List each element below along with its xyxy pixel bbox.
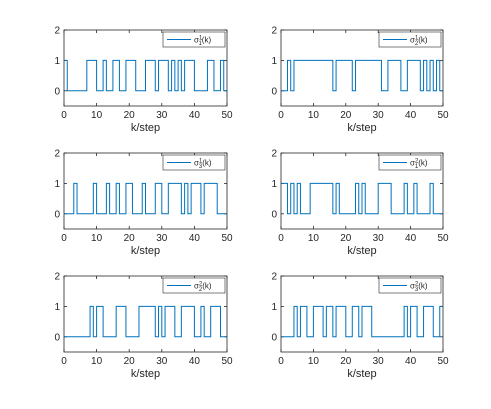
x-tick-label: 40 (405, 233, 417, 244)
x-tick-label: 50 (437, 356, 449, 367)
series-line-1 (64, 59, 227, 92)
subplot-1: 0 10 20 30 40 50 0 1 2 σ1 1(k) k/step (54, 26, 233, 135)
y-tick-label: 0 (54, 209, 60, 220)
subplot-4: 0 10 20 30 40 50 0 1 2 σ2 1(k) k/step (271, 149, 449, 258)
y-tick-label: 0 (271, 86, 277, 97)
x-tick-label: 0 (61, 356, 67, 367)
x-tick-label: 10 (308, 233, 320, 244)
x-tick-label: 40 (189, 110, 201, 121)
x-axis-label: k/step (131, 245, 160, 257)
x-tick-label: 0 (278, 110, 284, 121)
y-tick-label: 1 (271, 179, 277, 190)
x-tick-label: 50 (221, 356, 233, 367)
series-line-5 (64, 305, 227, 338)
axes-box (280, 275, 444, 353)
axes-box (63, 152, 228, 230)
x-tick-label: 50 (437, 233, 449, 244)
y-tick-label: 2 (54, 26, 60, 37)
subplot-6: 0 10 20 30 40 50 0 1 2 σ2 3(k) k/step (271, 272, 449, 381)
x-tick-label: 50 (221, 110, 233, 121)
x-tick-label: 10 (308, 356, 320, 367)
x-tick-label: 0 (278, 233, 284, 244)
legend-box (378, 154, 442, 171)
y-tick-label: 0 (271, 209, 277, 220)
legend-box (162, 154, 226, 171)
subplot-3: 0 10 20 30 40 50 0 1 2 σ1 3(k) k/step (54, 149, 233, 258)
y-tick-label: 1 (54, 56, 60, 67)
y-tick-label: 1 (54, 302, 60, 313)
y-tick-label: 2 (54, 272, 60, 283)
x-tick-label: 40 (189, 233, 201, 244)
x-tick-label: 30 (373, 356, 385, 367)
x-axis-label: k/step (347, 122, 376, 134)
subplot-2: 0 10 20 30 40 50 0 1 2 σ1 2(k) k/step (271, 26, 449, 135)
legend-label: σ1 2(k) (410, 36, 428, 48)
x-tick-label: 50 (437, 110, 449, 121)
x-tick-label: 30 (373, 110, 385, 121)
x-axis-label: k/step (347, 368, 376, 380)
x-axis-label: k/step (347, 245, 376, 257)
series-line-3 (64, 182, 227, 215)
x-tick-label: 20 (340, 110, 352, 121)
y-tick-label: 0 (54, 332, 60, 343)
x-tick-label: 10 (308, 110, 320, 121)
axes-box (280, 29, 444, 107)
x-tick-label: 10 (91, 233, 103, 244)
x-tick-label: 10 (91, 110, 103, 121)
axes-box (63, 275, 228, 353)
x-tick-label: 20 (340, 356, 352, 367)
legend-label: σ1 3(k) (194, 159, 212, 171)
legend-label: σ1 1(k) (194, 36, 211, 48)
subplot-5: 0 10 20 30 40 50 0 1 2 σ2 2(k) k/step (54, 272, 233, 381)
x-tick-label: 20 (340, 233, 352, 244)
y-tick-label: 1 (271, 56, 277, 67)
x-tick-label: 20 (124, 356, 136, 367)
x-tick-label: 30 (156, 233, 168, 244)
x-axis-label: k/step (131, 368, 160, 380)
x-tick-label: 40 (405, 110, 417, 121)
y-tick-label: 2 (271, 149, 277, 160)
series-line-2 (281, 59, 443, 92)
series-line-6 (281, 305, 443, 338)
legend-box (378, 277, 442, 294)
x-tick-label: 30 (373, 233, 385, 244)
x-tick-label: 30 (156, 356, 168, 367)
x-tick-label: 0 (61, 233, 67, 244)
y-tick-label: 2 (54, 149, 60, 160)
x-tick-label: 20 (124, 233, 136, 244)
legend-box (378, 31, 442, 48)
legend-box (162, 277, 226, 294)
x-tick-label: 0 (61, 110, 67, 121)
legend-label: σ2 2(k) (194, 282, 212, 294)
x-tick-label: 50 (221, 233, 233, 244)
y-tick-label: 0 (54, 86, 60, 97)
series-line-4 (281, 182, 443, 215)
x-axis-label: k/step (131, 122, 160, 134)
legend-label: σ2 1(k) (410, 159, 428, 171)
x-tick-label: 0 (278, 356, 284, 367)
x-tick-label: 30 (156, 110, 168, 121)
x-tick-label: 40 (189, 356, 201, 367)
y-tick-label: 1 (54, 179, 60, 190)
legend-label: σ2 3(k) (410, 282, 428, 294)
y-tick-label: 2 (271, 272, 277, 283)
x-tick-label: 40 (405, 356, 417, 367)
x-tick-label: 10 (91, 356, 103, 367)
y-tick-label: 1 (271, 302, 277, 313)
legend-box (162, 31, 226, 48)
y-tick-label: 2 (271, 26, 277, 37)
axes-box (63, 29, 228, 107)
x-tick-label: 20 (124, 110, 136, 121)
y-tick-label: 0 (271, 332, 277, 343)
axes-box (280, 152, 444, 230)
